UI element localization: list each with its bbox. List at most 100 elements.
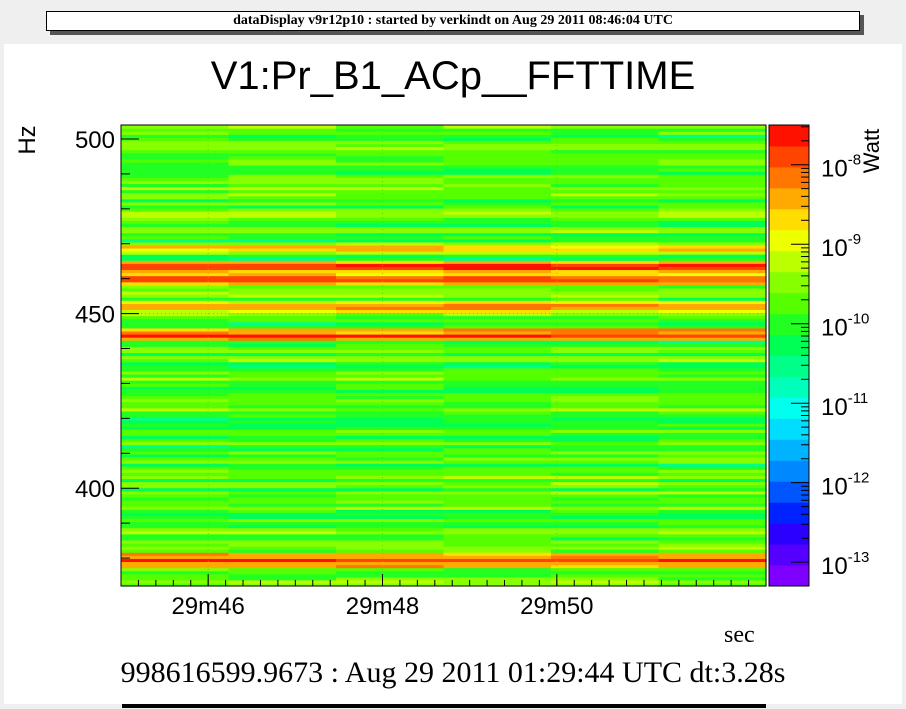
heatmap-cell (658, 251, 767, 255)
heatmap-cell (121, 558, 230, 563)
heatmap-cell (121, 466, 230, 470)
heatmap-cell (551, 509, 660, 513)
heatmap-cell (551, 266, 660, 271)
heatmap-cell (336, 404, 445, 409)
heatmap-cell (336, 558, 445, 563)
heatmap-cell (228, 542, 337, 547)
heatmap-cell (658, 306, 767, 310)
palette-swatch (769, 565, 809, 587)
heatmap-cell (658, 441, 767, 446)
heatmap-cell (443, 211, 552, 215)
heatmap-cell (443, 340, 552, 344)
x-tick-label: 29m46 (171, 593, 244, 620)
heatmap-cell (121, 389, 230, 393)
heatmap-cell (443, 524, 552, 529)
heatmap-cell (551, 533, 660, 538)
heatmap-cell (121, 570, 230, 575)
heatmap-cell (336, 343, 445, 347)
heatmap-cell (228, 478, 337, 483)
heatmap-cell (443, 478, 552, 483)
heatmap-cell (443, 377, 552, 381)
heatmap-cell (121, 128, 230, 132)
heatmap-cell (551, 549, 660, 553)
heatmap-cell (121, 533, 230, 538)
heatmap-cell (658, 349, 767, 354)
heatmap-cell (658, 309, 767, 314)
heatmap-cell (658, 456, 767, 461)
heatmap-cell (551, 204, 660, 209)
heatmap-cell (443, 266, 552, 271)
heatmap-cell (658, 364, 767, 369)
heatmap-cell (121, 423, 230, 427)
heatmap-cell (658, 164, 767, 169)
heatmap-cell (443, 226, 552, 231)
heatmap-cell (551, 164, 660, 169)
heatmap-cell (121, 226, 230, 231)
header-shadow-vertical (860, 15, 864, 35)
heatmap-cell (443, 450, 552, 455)
heatmap-cell (121, 284, 230, 289)
heatmap-cell (121, 287, 230, 292)
heatmap-cell (443, 287, 552, 292)
heatmap-cell (551, 558, 660, 563)
heatmap-cell (658, 247, 767, 252)
heatmap-cell (336, 284, 445, 289)
heatmap-cell (228, 327, 337, 332)
heatmap-cell (443, 171, 552, 175)
heatmap-cell (121, 515, 230, 519)
heatmap-cell (228, 493, 337, 498)
heatmap-cell (443, 131, 552, 135)
heatmap-cell (551, 493, 660, 498)
heatmap-cell (551, 539, 660, 544)
heatmap-cell (658, 404, 767, 409)
heatmap-cell (658, 398, 767, 403)
heatmap-cell (551, 192, 660, 197)
heatmap-cell (443, 204, 552, 209)
heatmap-cell (551, 318, 660, 323)
heatmap-cell (551, 140, 660, 145)
heatmap-cell (443, 263, 552, 267)
heatmap-cell (121, 373, 230, 378)
heatmap-cell (121, 346, 230, 350)
heatmap-cell (336, 469, 445, 473)
heatmap-cell (121, 407, 230, 412)
heatmap-cell (121, 247, 230, 252)
heatmap-cell (228, 143, 337, 148)
heatmap-cell (443, 456, 552, 461)
heatmap-cell (121, 278, 230, 283)
heatmap-cell (228, 207, 337, 212)
heatmap-cell (658, 549, 767, 553)
heatmap-cell (551, 416, 660, 421)
heatmap-cell (336, 392, 445, 397)
heatmap-cell (658, 367, 767, 372)
heatmap-cell (336, 214, 445, 218)
heatmap-cell (658, 312, 767, 317)
heatmap-cell (336, 251, 445, 255)
heatmap-cell (443, 487, 552, 492)
heatmap-cell (443, 530, 552, 535)
heatmap-cell (443, 241, 552, 246)
heatmap-cell (336, 416, 445, 421)
heatmap-cell (443, 441, 552, 446)
heatmap-cell (443, 195, 552, 200)
heatmap-cell (228, 475, 337, 480)
heatmap-cell (121, 131, 230, 135)
heatmap-cell (121, 281, 230, 286)
heatmap-cell (228, 453, 337, 458)
heatmap-cell (228, 241, 337, 246)
heatmap-cell (228, 229, 337, 234)
heatmap-cell (121, 358, 230, 363)
heatmap-cell (228, 463, 337, 467)
heatmap-cell (658, 527, 767, 532)
heatmap-cell (336, 444, 445, 449)
heatmap-cell (551, 524, 660, 529)
heatmap-cell (228, 269, 337, 274)
heatmap-cell (336, 447, 445, 452)
heatmap-cell (228, 247, 337, 252)
heatmap-cell (228, 281, 337, 286)
heatmap-cell (658, 546, 767, 550)
heatmap-cell (443, 407, 552, 412)
heatmap-cell (443, 174, 552, 178)
heatmap-cell (443, 423, 552, 427)
heatmap-cell (228, 321, 337, 326)
